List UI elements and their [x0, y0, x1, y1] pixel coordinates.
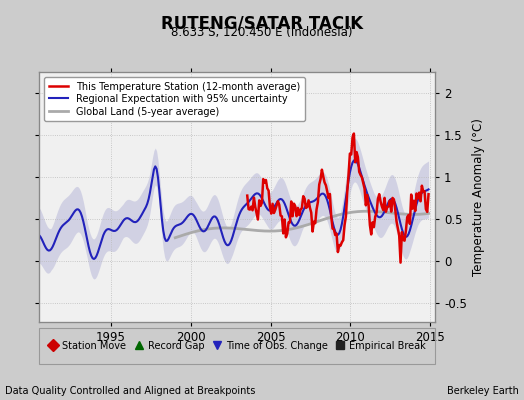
Text: 8.633 S, 120.450 E (Indonesia): 8.633 S, 120.450 E (Indonesia) — [171, 26, 353, 39]
Text: Data Quality Controlled and Aligned at Breakpoints: Data Quality Controlled and Aligned at B… — [5, 386, 256, 396]
Text: Berkeley Earth: Berkeley Earth — [447, 386, 519, 396]
Text: RUTENG/SATAR TACIK: RUTENG/SATAR TACIK — [161, 14, 363, 32]
Y-axis label: Temperature Anomaly (°C): Temperature Anomaly (°C) — [472, 118, 485, 276]
Legend: Station Move, Record Gap, Time of Obs. Change, Empirical Break: Station Move, Record Gap, Time of Obs. C… — [46, 338, 429, 354]
Legend: This Temperature Station (12-month average), Regional Expectation with 95% uncer: This Temperature Station (12-month avera… — [44, 77, 305, 122]
